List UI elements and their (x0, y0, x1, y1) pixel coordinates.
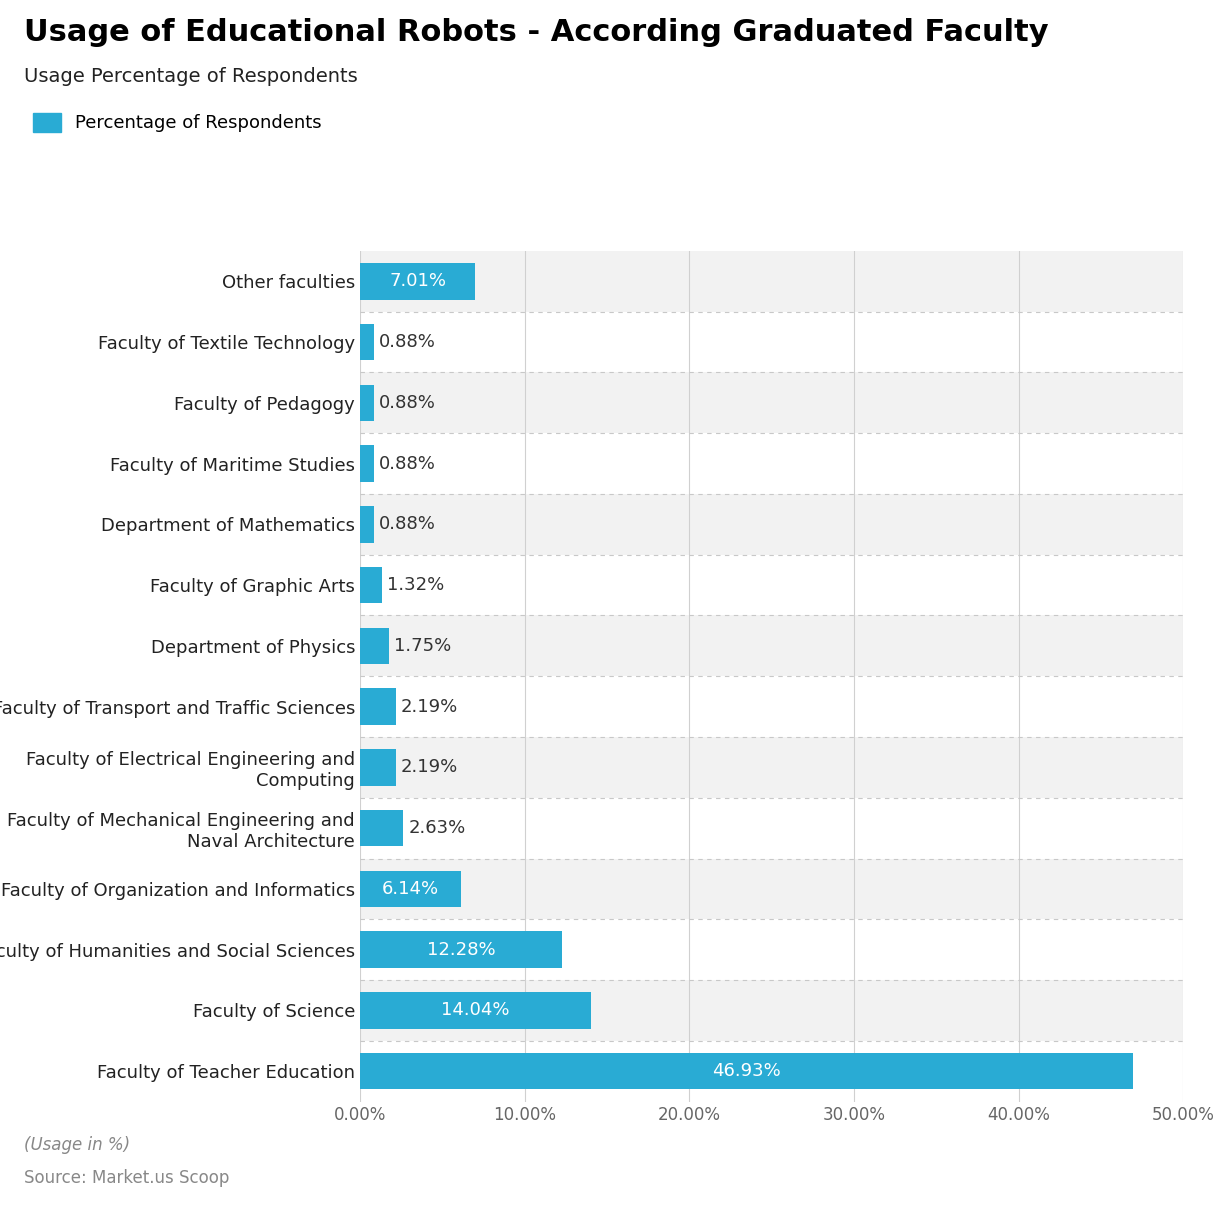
Bar (360, 1040, 1183, 1102)
Bar (360, 554, 1183, 616)
Bar (360, 263, 476, 300)
Bar (360, 980, 1183, 1040)
Bar (360, 384, 375, 421)
Bar (360, 749, 396, 786)
Bar (360, 919, 1183, 980)
Text: 2.63%: 2.63% (409, 819, 465, 837)
Text: 46.93%: 46.93% (712, 1062, 781, 1081)
Text: (Usage in %): (Usage in %) (24, 1136, 131, 1154)
Bar (360, 858, 1183, 919)
Bar (360, 798, 1183, 858)
Text: 1.32%: 1.32% (387, 577, 444, 594)
Text: 0.88%: 0.88% (379, 515, 437, 534)
Bar (360, 251, 1183, 312)
Text: 6.14%: 6.14% (382, 880, 439, 898)
Text: 0.88%: 0.88% (379, 394, 437, 411)
Text: 7.01%: 7.01% (389, 272, 447, 290)
Bar (360, 324, 375, 360)
Text: 14.04%: 14.04% (442, 1001, 510, 1020)
Text: 12.28%: 12.28% (427, 941, 495, 958)
Bar (360, 433, 1183, 494)
Text: Source: Market.us Scoop: Source: Market.us Scoop (24, 1169, 229, 1187)
Bar (360, 870, 461, 907)
Bar (360, 810, 404, 847)
Text: 2.19%: 2.19% (401, 698, 459, 716)
Legend: Percentage of Respondents: Percentage of Respondents (33, 113, 322, 132)
Bar (360, 1053, 1133, 1089)
Bar (360, 507, 375, 542)
Text: 0.88%: 0.88% (379, 454, 437, 472)
Bar (360, 628, 389, 665)
Bar (360, 446, 375, 482)
Bar (360, 494, 1183, 554)
Text: Usage of Educational Robots - According Graduated Faculty: Usage of Educational Robots - According … (24, 18, 1049, 48)
Bar (360, 312, 1183, 372)
Text: Usage Percentage of Respondents: Usage Percentage of Respondents (24, 67, 359, 87)
Bar (360, 688, 396, 725)
Bar (360, 993, 592, 1028)
Bar (360, 931, 562, 968)
Text: 0.88%: 0.88% (379, 333, 437, 351)
Bar (360, 737, 1183, 798)
Bar (360, 616, 1183, 676)
Text: 1.75%: 1.75% (394, 636, 451, 655)
Bar (360, 372, 1183, 433)
Bar (360, 676, 1183, 737)
Text: 2.19%: 2.19% (401, 759, 459, 776)
Bar (360, 567, 382, 603)
